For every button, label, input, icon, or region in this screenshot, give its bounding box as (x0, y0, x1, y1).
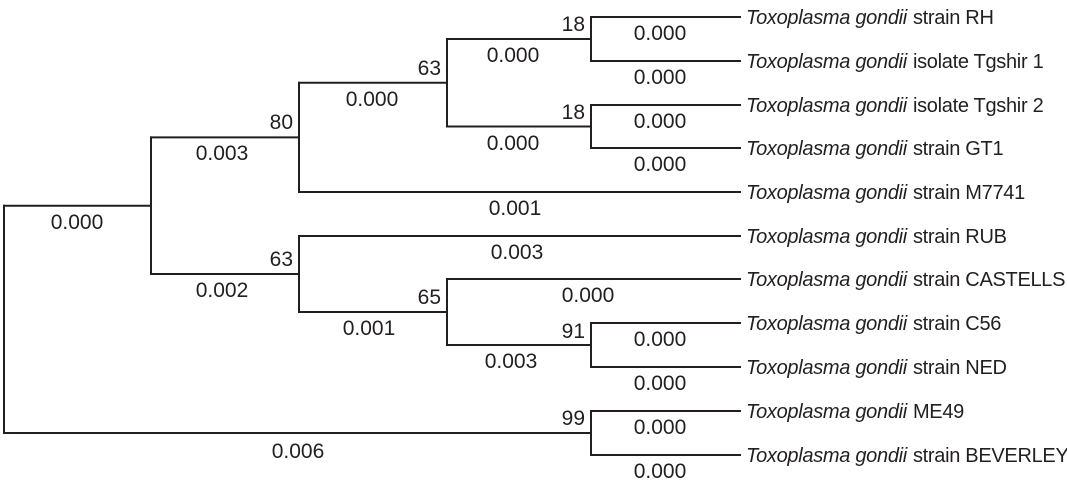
bootstrap-labels: 18 18 63 80 63 65 91 99 (270, 13, 585, 430)
taxon-genus-species: Toxoplasma gondii (746, 182, 908, 204)
bootstrap-label-c56-ned: 91 (562, 320, 585, 343)
taxon-strain: isolate Tgshir 1 (913, 51, 1044, 73)
taxon-genus-species: Toxoplasma gondii (746, 95, 908, 117)
taxon-strain: strain NED (913, 357, 1007, 379)
branch-length-label-rh-tgshir1: 0.000 (487, 44, 540, 67)
taxon-genus-species: Toxoplasma gondii (746, 313, 908, 335)
taxon-labels: Toxoplasma gondii strain RH Toxoplasma go… (746, 7, 1067, 467)
bootstrap-label-upperclade: 80 (270, 111, 293, 134)
branch-length-label-castells: 0.000 (562, 284, 615, 307)
taxon-label-ned: Toxoplasma gondii strain NED (746, 357, 1007, 379)
taxon-genus-species: Toxoplasma gondii (746, 7, 908, 29)
taxon-strain: strain RH (913, 7, 994, 29)
branch-length-label-me49: 0.000 (634, 416, 687, 439)
taxon-genus-species: Toxoplasma gondii (746, 269, 908, 291)
branch-length-label-beverley: 0.000 (634, 460, 687, 483)
branch-length-label-lowerclade: 0.002 (196, 279, 249, 302)
taxon-strain: strain M7741 (913, 182, 1025, 204)
branch-length-label-type1group: 0.000 (346, 88, 399, 111)
taxon-strain: strain RUB (913, 226, 1007, 248)
taxon-genus-species: Toxoplasma gondii (746, 138, 908, 160)
taxon-genus-species: Toxoplasma gondii (746, 445, 908, 467)
branch-length-labels-internal: 0.000 0.003 0.002 0.000 0.000 0.000 0.00… (51, 44, 540, 463)
taxon-label-me49: Toxoplasma gondii ME49 (746, 401, 964, 423)
taxon-label-castells: Toxoplasma gondii strain CASTELLS (746, 269, 1065, 291)
branch-length-label-tgshir2: 0.000 (634, 110, 687, 133)
taxon-strain: strain GT1 (913, 138, 1004, 160)
bootstrap-label-me49-beverley: 99 (562, 407, 585, 430)
taxon-strain: ME49 (913, 401, 964, 423)
bootstrap-label-castellsgroup: 65 (418, 286, 441, 309)
taxon-label-rh: Toxoplasma gondii strain RH (746, 7, 994, 29)
branch-length-label-rh: 0.000 (634, 22, 687, 45)
taxon-genus-species: Toxoplasma gondii (746, 226, 908, 248)
branch-length-label-c56-ned: 0.003 (485, 350, 538, 373)
taxon-label-tgshir1: Toxoplasma gondii isolate Tgshir 1 (746, 51, 1044, 73)
taxon-label-c56: Toxoplasma gondii strain C56 (746, 313, 1001, 335)
branch-length-label-root-upper: 0.000 (51, 211, 104, 234)
branch-length-label-upperclade: 0.003 (196, 142, 249, 165)
taxon-label-beverley: Toxoplasma gondii strain BEVERLEY (746, 445, 1067, 467)
bootstrap-label-tgshir2-gt1: 18 (562, 101, 585, 124)
tree-branches (3, 16, 741, 456)
bootstrap-label-lowerclade: 63 (270, 248, 293, 271)
taxon-strain: isolate Tgshir 2 (913, 95, 1044, 117)
branch-length-label-gt1: 0.000 (634, 153, 687, 176)
branch-length-label-ned: 0.000 (634, 372, 687, 395)
branch-length-label-tgshir1: 0.000 (634, 66, 687, 89)
taxon-strain: strain BEVERLEY (913, 445, 1067, 467)
taxon-label-gt1: Toxoplasma gondii strain GT1 (746, 138, 1003, 160)
taxon-label-rub: Toxoplasma gondii strain RUB (746, 226, 1007, 248)
taxon-genus-species: Toxoplasma gondii (746, 357, 908, 379)
bootstrap-label-type1group: 63 (418, 57, 441, 80)
taxon-genus-species: Toxoplasma gondii (746, 401, 908, 423)
branch-length-label-me49-beverley: 0.006 (272, 440, 325, 463)
branch-length-labels-leaves: 0.000 0.000 0.000 0.000 0.001 0.003 0.00… (489, 22, 687, 483)
branch-length-label-rub: 0.003 (491, 241, 544, 264)
taxon-genus-species: Toxoplasma gondii (746, 51, 908, 73)
bootstrap-label-rh-tgshir1: 18 (562, 13, 585, 36)
taxon-strain: strain C56 (913, 313, 1001, 335)
branch-length-label-tgshir2-gt1: 0.000 (487, 132, 540, 155)
taxon-strain: strain CASTELLS (913, 269, 1065, 291)
taxon-label-m7741: Toxoplasma gondii strain M7741 (746, 182, 1025, 204)
branch-length-label-m7741: 0.001 (489, 197, 542, 220)
branch-length-label-c56: 0.000 (634, 328, 687, 351)
taxon-label-tgshir2: Toxoplasma gondii isolate Tgshir 2 (746, 95, 1044, 117)
branch-length-label-castellsgroup: 0.001 (343, 317, 396, 340)
